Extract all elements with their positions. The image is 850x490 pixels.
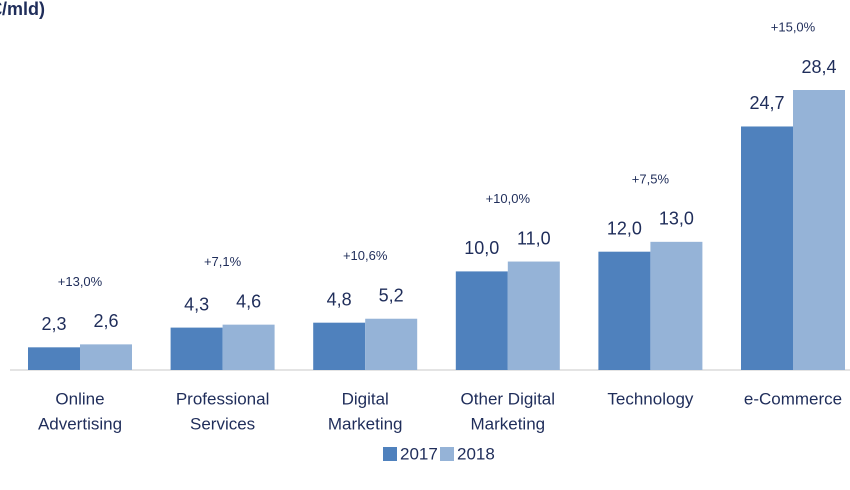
x-tick-label: Marketing	[328, 414, 403, 433]
x-tick-label: Professional	[176, 389, 270, 408]
legend-swatch	[440, 447, 454, 461]
bar	[455, 271, 508, 370]
bar	[507, 261, 560, 370]
bar	[650, 241, 703, 370]
growth-label: +15,0%	[771, 19, 816, 34]
bar	[741, 126, 793, 370]
chart-title: (€/mld)	[0, 0, 45, 19]
bar	[222, 324, 275, 370]
value-label: 2,3	[41, 314, 66, 334]
legend-label: 2018	[457, 444, 495, 463]
bar	[598, 251, 651, 370]
value-label: 4,8	[327, 289, 352, 309]
growth-label: +13,0%	[58, 274, 103, 289]
x-tick-label: Digital	[342, 389, 389, 408]
x-tick-label: Online	[55, 389, 104, 408]
x-tick-label: Services	[190, 414, 255, 433]
growth-label: +10,6%	[343, 248, 388, 263]
growth-label: +7,5%	[632, 171, 670, 186]
bar	[170, 327, 223, 370]
x-tick-label: Marketing	[470, 414, 545, 433]
value-label: 12,0	[607, 218, 642, 238]
value-label: 10,0	[464, 238, 499, 258]
value-label: 2,6	[93, 311, 118, 331]
value-label: 24,7	[749, 93, 784, 113]
legend-label: 2017	[400, 444, 438, 463]
x-tick-label: Other Digital	[461, 389, 555, 408]
value-label: 13,0	[659, 209, 694, 229]
value-label: 28,4	[801, 57, 836, 77]
x-tick-label: Advertising	[38, 414, 122, 433]
value-label: 5,2	[379, 285, 404, 305]
value-label: 11,0	[517, 228, 551, 248]
x-tick-label: e-Commerce	[744, 389, 842, 408]
bar	[313, 322, 366, 370]
bar	[365, 318, 418, 370]
x-tick-label: Technology	[607, 389, 694, 408]
bar	[80, 344, 132, 370]
bar	[793, 90, 845, 370]
value-label: 4,6	[236, 291, 261, 311]
value-label: 4,3	[184, 294, 209, 314]
bar	[28, 347, 80, 370]
growth-label: +10,0%	[486, 191, 531, 206]
growth-label: +7,1%	[204, 254, 242, 269]
legend-swatch	[383, 447, 397, 461]
